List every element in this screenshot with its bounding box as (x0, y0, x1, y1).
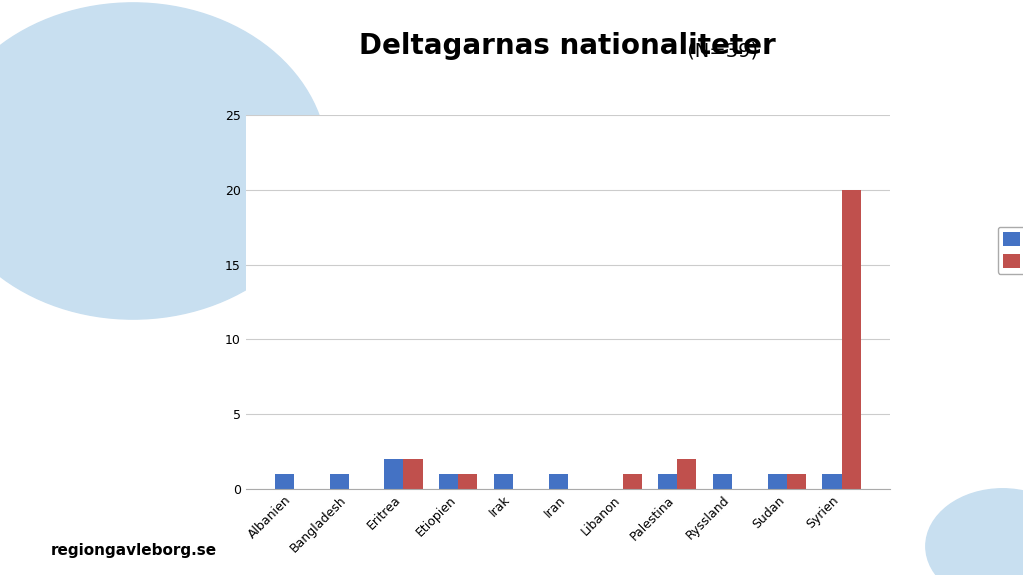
Bar (842, 190, 860, 489)
Bar (329, 474, 349, 489)
Bar (822, 474, 842, 489)
Bar (439, 474, 458, 489)
Bar (458, 474, 478, 489)
Bar (658, 474, 677, 489)
Bar (548, 474, 568, 489)
Text: (N=39): (N=39) (680, 41, 758, 60)
Bar (275, 474, 294, 489)
Bar (494, 474, 513, 489)
Bar (767, 474, 787, 489)
Bar (787, 474, 806, 489)
Text: Deltagarnas nationaliteter: Deltagarnas nationaliteter (359, 32, 776, 60)
Bar (713, 474, 732, 489)
Bar (385, 459, 403, 489)
Bar (403, 459, 422, 489)
Bar (623, 474, 641, 489)
Legend: Kvinnor, Män: Kvinnor, Män (997, 227, 1023, 274)
Text: regiongavleborg.se: regiongavleborg.se (51, 543, 217, 558)
Bar (677, 459, 697, 489)
